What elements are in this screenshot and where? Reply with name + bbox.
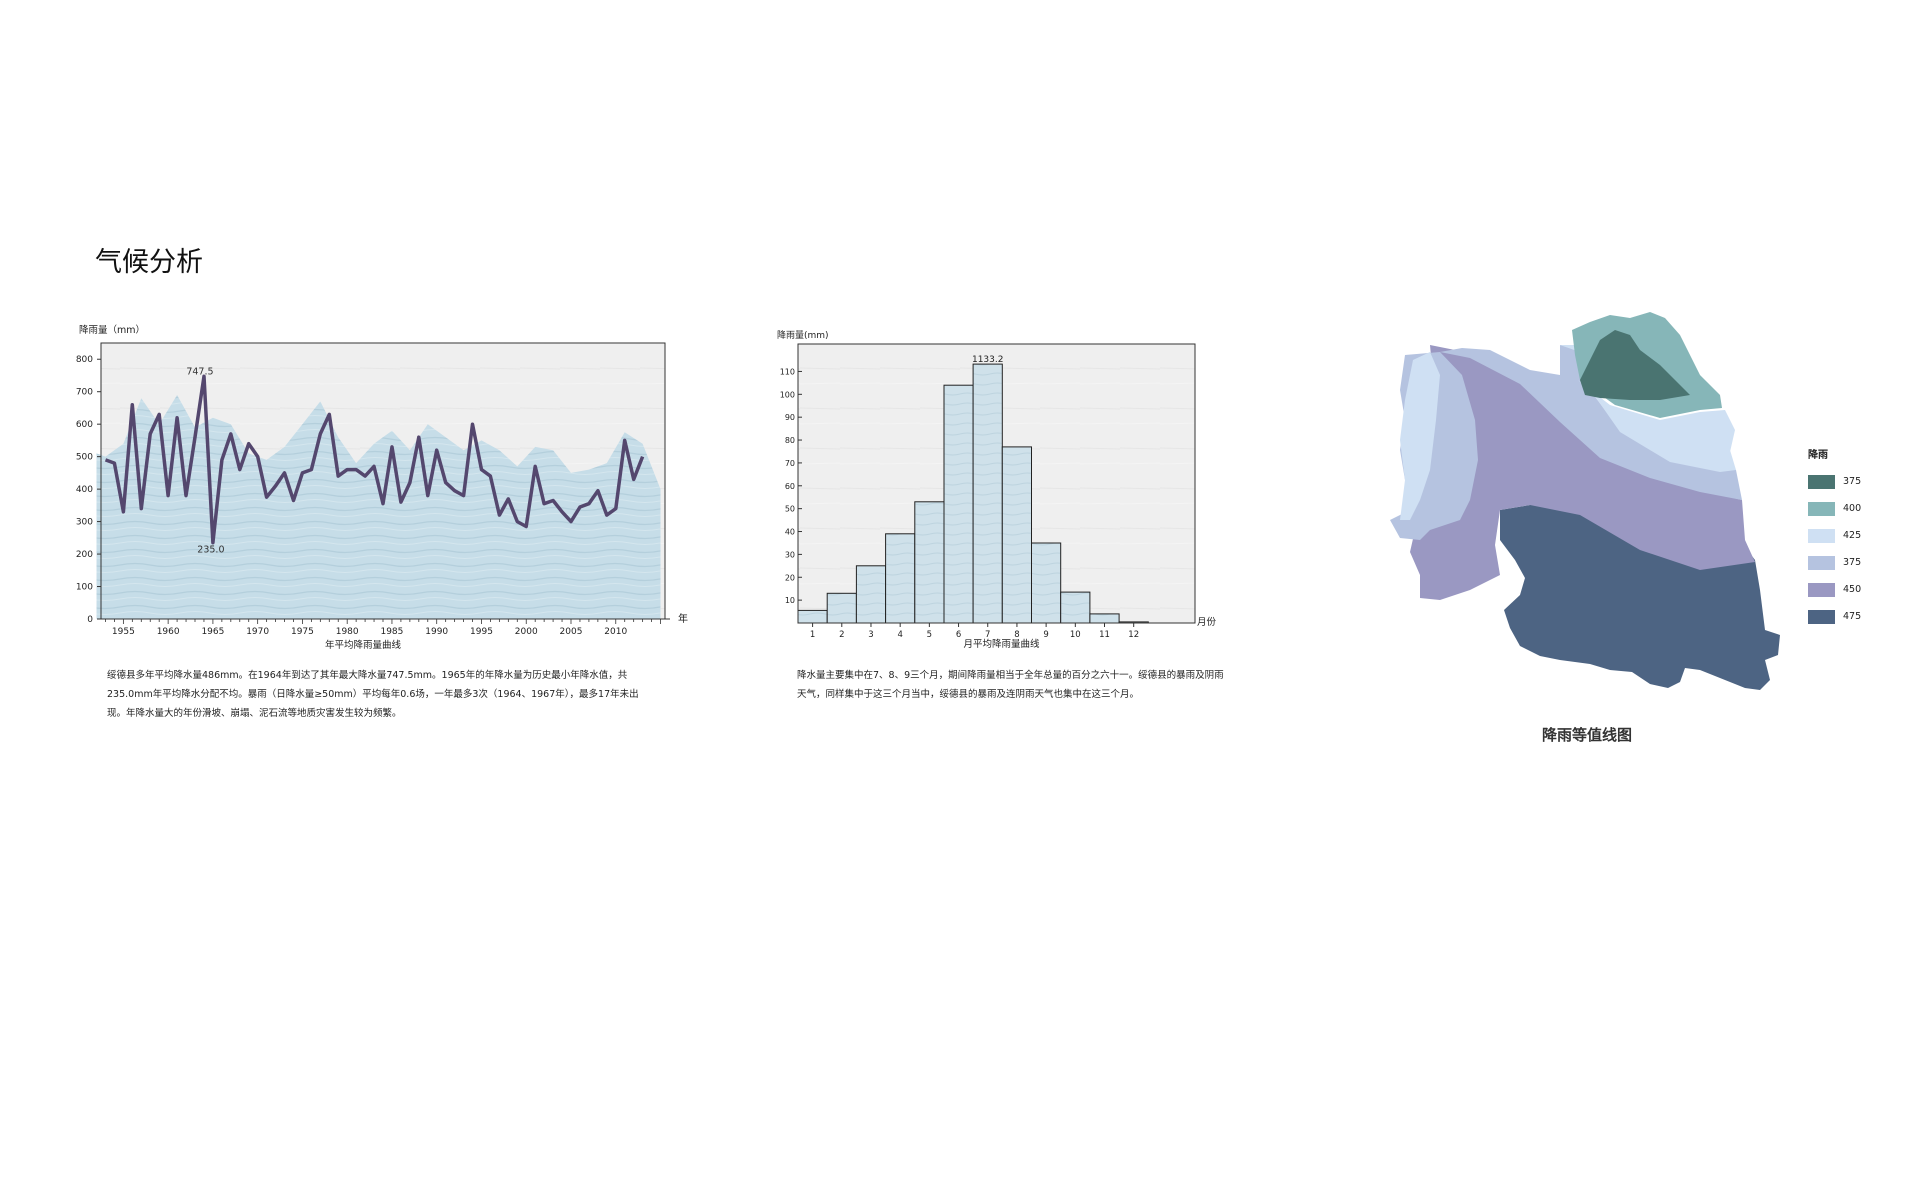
monthly-bar [826,592,857,624]
annual-x-tick-label: 1990 [425,627,448,637]
monthly-x-tick-label: 10 [1070,630,1081,640]
map-zone-450 [1410,345,1755,600]
legend-swatch [1808,528,1835,543]
annual-chart-title: 年平均降雨量曲线 [325,639,402,651]
legend-item: 475 [1808,603,1888,630]
monthly-chart-title: 月平均降雨量曲线 [963,638,1040,650]
monthly-bar [972,363,1003,624]
monthly-y-tick-label: 80 [785,436,795,445]
legend-label: 425 [1843,530,1862,541]
monthly-peak-label: 1133.2 [972,355,1004,365]
monthly-x-tick-label: 5 [927,630,932,640]
monthly-x-tick-label: 6 [956,630,961,640]
annual-y-tick-label: 300 [76,518,93,528]
monthly-y-tick-label: 10 [785,596,795,605]
page-title: 气候分析 [95,247,203,278]
monthly-bar [855,565,887,624]
annual-x-label: 年 [678,612,688,625]
monthly-bar [1089,613,1120,624]
rain-contour-map [1390,312,1780,690]
monthly-x-label: 月份 [1197,616,1217,628]
annual-y-tick-label: 700 [76,388,93,398]
annual-x-tick-label: 1970 [246,627,269,637]
annual-y-tick-label: 800 [76,355,93,365]
annual-rainfall-line [104,374,645,545]
map-legend: 降雨 375 400 425 375 450 475 [1808,446,1888,630]
annual-y-tick-label: 600 [76,420,93,430]
monthly-y-tick-label: 40 [785,528,795,537]
annual-x-tick-label: 1965 [201,627,224,637]
monthly-y-tick-label: 100 [780,390,795,399]
legend-item: 375 [1808,468,1888,495]
monthly-x-tick-label: 9 [1043,630,1048,640]
annual-x-tick-label: 1980 [336,627,359,637]
annual-max-label: 747.5 [186,366,213,377]
legend-item: 450 [1808,576,1888,603]
map-zone-375-core [1580,330,1690,400]
monthly-x-tick-label: 11 [1099,630,1110,640]
annual-min-label: 235.0 [197,545,224,556]
legend-swatch [1808,609,1835,624]
annual-y-tick-label: 0 [87,615,93,625]
monthly-y-tick-label: 20 [785,573,795,582]
monthly-x-tick-label: 2 [839,630,844,640]
monthly-bar [1060,591,1091,624]
annual-y-tick-label: 500 [76,453,93,463]
monthly-x-tick-label: 3 [868,630,873,640]
monthly-bar [797,609,828,624]
legend-label: 375 [1843,476,1862,487]
annual-x-tick-label: 1975 [291,627,314,637]
annual-area [96,395,661,619]
map-title: 降雨等值线图 [1542,726,1633,744]
annual-x-tick-label: 1985 [380,627,403,637]
monthly-y-label: 降雨量(mm) [777,329,829,341]
legend-item: 400 [1808,495,1888,522]
monthly-bar [1031,542,1062,624]
annual-x-tick-label: 1995 [470,627,493,637]
monthly-x-tick-label: 4 [897,630,902,640]
monthly-description: 降水量主要集中在7、8、9三个月，期间降雨量相当于全年总量的百分之六十一。绥德县… [797,670,1224,700]
monthly-y-tick-label: 110 [780,367,795,376]
annual-x-tick-label: 2000 [515,627,538,637]
monthly-y-tick-label: 90 [785,413,795,422]
monthly-bar [885,533,916,624]
monthly-bar [1001,446,1032,624]
legend-swatch [1808,582,1835,597]
legend-label: 400 [1843,503,1862,514]
legend-title: 降雨 [1808,450,1828,461]
annual-y-tick-label: 100 [76,583,93,593]
annual-description: 绥德县多年平均降水量486mm。在1964年到达了其年最大降水量747.5mm。… [107,670,639,719]
monthly-x-tick-label: 8 [1014,630,1019,640]
legend-item: 425 [1808,522,1888,549]
monthly-y-tick-label: 60 [785,482,795,491]
annual-x-tick-label: 2005 [560,627,583,637]
monthly-x-tick-label: 7 [985,630,990,640]
monthly-y-tick-label: 30 [785,550,795,559]
legend-swatch [1808,555,1835,570]
annual-rainfall-chart: 0 100 200 300 400 500 600 700 800 1955 1960 1965 197… [76,324,688,651]
legend-swatch [1808,501,1835,516]
annual-x-tick-label: 1955 [112,627,135,637]
legend-item: 375 [1808,549,1888,576]
annual-y-tick-label: 400 [76,485,93,495]
monthly-bar [943,384,974,624]
monthly-x-tick-label: 1 [810,630,815,640]
annual-x-tick-label: 1960 [157,627,180,637]
annual-y-tick-label: 200 [76,550,93,560]
monthly-y-tick-label: 50 [785,505,795,514]
monthly-y-tick-label: 70 [785,459,795,468]
legend-label: 450 [1843,584,1862,595]
monthly-bar [914,501,945,624]
legend-label: 375 [1843,557,1862,568]
legend-swatch [1808,474,1835,489]
monthly-x-tick-label: 12 [1128,630,1139,640]
map-zone-425 [1400,345,1736,520]
annual-x-tick-label: 2010 [604,627,627,637]
annual-y-label: 降雨量（mm） [79,324,145,336]
legend-label: 475 [1843,611,1862,622]
